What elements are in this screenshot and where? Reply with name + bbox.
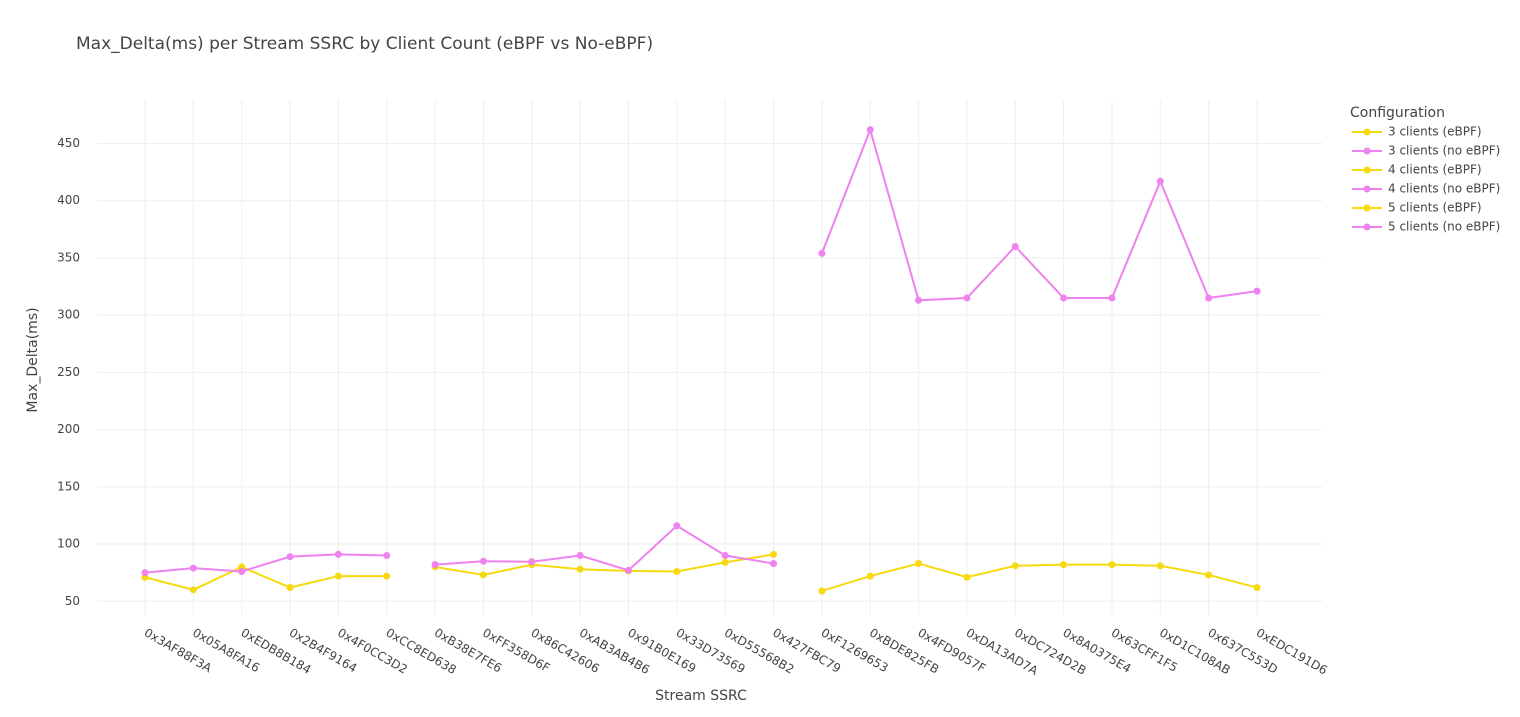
- data-point: [1060, 294, 1068, 302]
- data-point: [479, 571, 487, 579]
- data-point: [1108, 294, 1116, 302]
- y-tick-label: 450: [57, 136, 80, 150]
- data-point: [189, 564, 197, 572]
- series-line: [144, 553, 387, 574]
- legend-label: 4 clients (eBPF): [1388, 163, 1482, 177]
- y-tick-label: 300: [57, 308, 80, 322]
- legend-marker: [1363, 166, 1371, 174]
- data-point: [818, 587, 826, 595]
- data-point: [721, 551, 729, 559]
- data-point: [673, 522, 681, 530]
- legend-label: 5 clients (no eBPF): [1388, 220, 1500, 234]
- data-point: [1060, 561, 1068, 569]
- series-line: [435, 524, 774, 572]
- data-point: [1011, 562, 1019, 570]
- legend-marker: [1363, 223, 1371, 231]
- data-point: [1205, 294, 1213, 302]
- series-line: [434, 553, 774, 576]
- legend-label: 3 clients (no eBPF): [1388, 144, 1500, 158]
- data-point: [383, 572, 391, 580]
- x-axis-title: Stream SSRC: [655, 688, 747, 704]
- y-tick-label: 100: [57, 537, 80, 551]
- series-line: [821, 562, 1258, 592]
- y-tick-label: 150: [57, 479, 80, 493]
- y-tick-label: 50: [65, 594, 80, 608]
- legend-marker: [1363, 204, 1371, 212]
- data-point: [770, 560, 778, 567]
- series-line: [144, 565, 387, 591]
- data-point: [286, 553, 294, 561]
- data-point: [1108, 561, 1116, 569]
- data-point: [963, 294, 971, 302]
- data-point: [818, 249, 826, 257]
- y-tick-label: 200: [57, 422, 80, 436]
- legend-label: 4 clients (no eBPF): [1388, 182, 1500, 196]
- data-point: [238, 568, 246, 576]
- data-point: [383, 551, 391, 559]
- data-point: [1156, 562, 1164, 570]
- data-point: [528, 558, 536, 566]
- data-point: [286, 584, 294, 592]
- data-point: [1253, 584, 1261, 592]
- data-point: [189, 586, 197, 594]
- y-tick-label: 400: [57, 193, 80, 207]
- data-point: [624, 566, 632, 574]
- legend-marker: [1363, 147, 1371, 155]
- y-axis-title: Max_Delta(ms): [25, 307, 41, 412]
- data-point: [1205, 571, 1213, 579]
- data-point: [479, 557, 487, 565]
- data-point: [963, 573, 971, 581]
- data-point: [431, 561, 439, 569]
- legend-marker: [1363, 128, 1371, 136]
- data-point: [576, 565, 584, 573]
- legend-title: Configuration: [1350, 105, 1445, 121]
- y-tick-label: 250: [57, 365, 80, 379]
- data-point: [721, 558, 729, 566]
- legend-label: 3 clients (eBPF): [1388, 125, 1482, 139]
- data-point: [334, 550, 342, 558]
- data-point: [770, 550, 778, 558]
- y-tick-label: 350: [57, 250, 80, 264]
- data-point: [915, 296, 923, 304]
- chart-title: Max_Delta(ms) per Stream SSRC by Client …: [76, 34, 653, 54]
- data-point: [1253, 287, 1261, 295]
- series-line: [820, 126, 1258, 302]
- legend-marker: [1363, 185, 1371, 193]
- data-point: [866, 126, 874, 134]
- data-point: [866, 572, 874, 580]
- data-point: [1156, 177, 1164, 185]
- legend-label: 5 clients (eBPF): [1388, 201, 1482, 215]
- data-point: [576, 551, 584, 559]
- data-point: [141, 569, 149, 577]
- data-point: [1011, 242, 1019, 250]
- data-point: [334, 572, 342, 580]
- data-point: [673, 568, 681, 576]
- data-point: [915, 560, 923, 567]
